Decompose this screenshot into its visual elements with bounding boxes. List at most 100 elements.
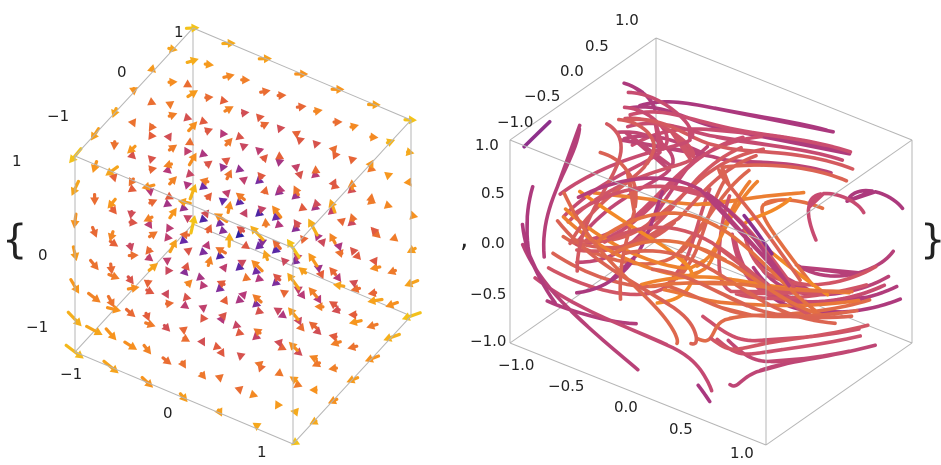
vector-arrow <box>240 240 250 250</box>
vector-arrow <box>371 229 381 239</box>
tick-label: 0 <box>117 63 127 81</box>
vector-arrow <box>274 400 284 410</box>
vector-arrow <box>260 186 269 195</box>
stream-line <box>662 283 859 319</box>
vector-arrow <box>239 142 249 152</box>
vector-arrow <box>348 317 363 327</box>
vector-arrow <box>405 147 415 157</box>
vector-arrow <box>147 64 157 73</box>
stream-line <box>558 90 695 196</box>
stream-line <box>562 191 680 346</box>
vector-arrow <box>167 111 178 121</box>
vector-arrow <box>123 340 138 350</box>
vector-arrow <box>199 181 209 191</box>
vector-arrow <box>215 283 225 293</box>
vector-arrow <box>144 252 154 262</box>
vector-arrow <box>124 307 136 318</box>
vector-arrow <box>106 262 116 275</box>
vector-arrow <box>232 320 242 329</box>
vector-arrow <box>328 332 338 342</box>
vector-arrow <box>127 118 137 128</box>
vector-arrow <box>281 257 290 267</box>
vector-arrow <box>185 56 199 66</box>
vector-arrow <box>180 333 191 342</box>
stream-line <box>575 184 796 290</box>
vector-arrow <box>200 313 209 323</box>
vector-arrow <box>218 197 228 206</box>
vector-arrow <box>259 154 268 164</box>
vector-arrow <box>235 327 245 337</box>
stream-line <box>622 81 657 111</box>
vector-arrow <box>254 360 264 370</box>
vector-arrow <box>148 198 158 208</box>
vector-arrow <box>332 117 343 127</box>
vector-arrow <box>179 235 189 245</box>
plot-box-edge <box>192 27 412 121</box>
vector-arrow <box>147 155 157 165</box>
vector-arrow <box>144 219 153 229</box>
vector-arrow <box>224 169 233 181</box>
vector-arrow <box>178 326 188 336</box>
vector-arrow <box>240 108 250 118</box>
stream-line <box>520 222 557 305</box>
vector-arrow <box>308 252 319 268</box>
vector-arrow <box>289 376 299 385</box>
vector-arrow <box>272 273 282 283</box>
vector-arrow <box>223 106 234 115</box>
vector-arrow <box>108 173 118 183</box>
vector-arrow <box>89 258 99 271</box>
vector-arrow <box>255 273 265 283</box>
vector-arrow <box>252 422 262 431</box>
vector-arrow <box>273 307 283 316</box>
plot-box-front-edges <box>509 37 913 446</box>
vector-arrow <box>238 290 247 300</box>
vector-arrow <box>187 121 198 133</box>
vector-arrow <box>147 97 157 106</box>
vector-arrow <box>165 299 175 309</box>
vector-arrow <box>271 212 281 221</box>
vector-arrow <box>261 217 271 228</box>
stream-line <box>806 191 866 242</box>
vector-arrow <box>199 214 209 223</box>
stream-line <box>561 179 752 278</box>
vector-arrow <box>186 90 199 99</box>
vector-arrow <box>90 192 100 206</box>
vector-arrow <box>111 107 120 119</box>
vector-arrow <box>333 242 343 252</box>
vector-arrow <box>275 151 285 160</box>
vector-arrows <box>64 23 422 446</box>
vector-arrow <box>387 266 397 275</box>
vector-arrow <box>277 342 287 351</box>
vector-arrow <box>167 144 178 153</box>
vector-arrow <box>177 359 186 369</box>
vector-arrow <box>255 113 265 123</box>
vector-arrow <box>298 202 308 212</box>
vector-arrow <box>127 210 137 220</box>
plot-box-edge <box>509 139 767 243</box>
vector-arrow <box>168 207 177 220</box>
vector-arrow <box>315 269 325 279</box>
vector-arrow <box>188 183 198 201</box>
vector-arrow <box>259 87 271 97</box>
vector-arrow <box>349 279 359 289</box>
vector-arrow <box>274 368 284 377</box>
vector-arrow <box>87 291 101 303</box>
vector-arrow <box>127 183 137 193</box>
vector-arrow <box>369 256 378 266</box>
vector-arrow <box>199 177 210 186</box>
vector-arrow <box>196 272 206 281</box>
stream-line <box>551 178 727 289</box>
tick-label: 0.0 <box>481 234 505 252</box>
vector-arrow <box>250 225 265 242</box>
vector-arrow <box>369 263 382 272</box>
vector-arrow <box>312 198 322 208</box>
vector-arrow <box>252 331 262 341</box>
vector-arrow <box>167 77 178 87</box>
vector-arrow <box>235 131 245 141</box>
vector-arrow <box>238 176 248 186</box>
vector-arrow <box>251 259 264 273</box>
vector-arrow <box>185 168 195 178</box>
vector-arrow <box>290 407 299 417</box>
tick-label: 0.0 <box>614 398 638 416</box>
vector-arrow <box>237 259 247 268</box>
